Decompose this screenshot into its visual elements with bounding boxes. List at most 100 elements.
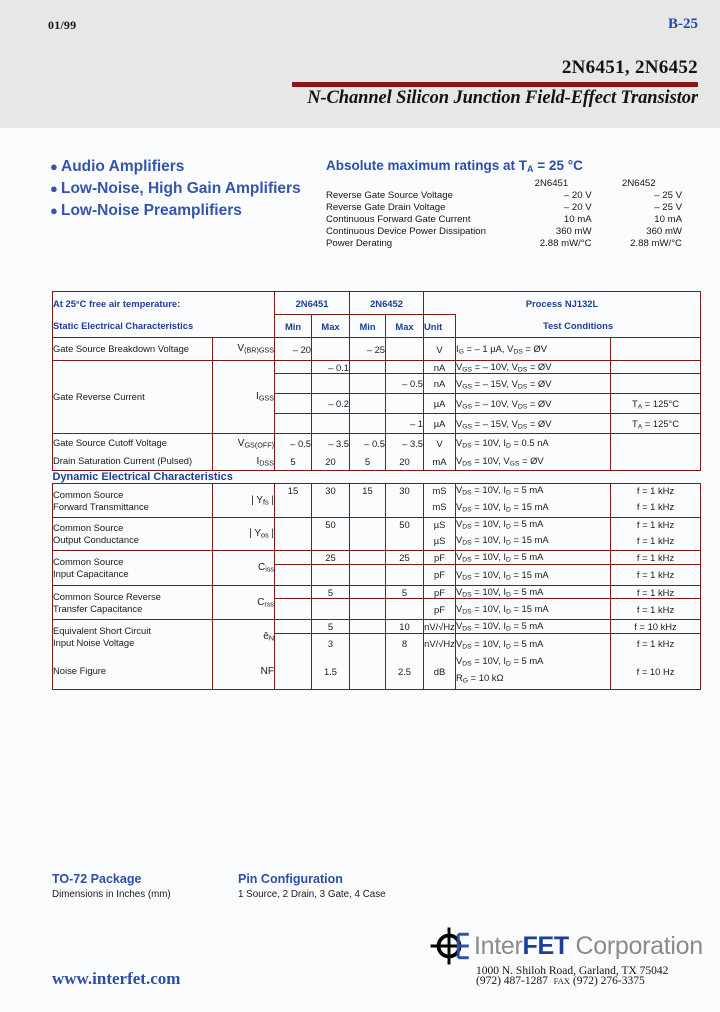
website-link[interactable]: www.interfet.com (52, 969, 181, 988)
value-b-max: 25 (385, 550, 425, 565)
value-a-min (274, 584, 313, 600)
temperature-note: At 25°C free air temperature: (51, 291, 276, 315)
frequency-condition: f = 10 kHz (610, 619, 702, 634)
parameter-name-line1: Equivalent Short Circuit (53, 625, 151, 637)
device-b-header: 2N6452 (349, 291, 425, 315)
abs-max-col-a-header: 2N6451 (534, 178, 569, 190)
value-a-min (274, 632, 313, 654)
parameter-name: Common Source Reverse Transfer Capacitan… (52, 584, 213, 621)
value-b-max: 2.5 (385, 653, 425, 690)
process-header: Process NJ132L (423, 291, 702, 315)
abs-max-value-b: 10 mA (654, 214, 682, 226)
dynamic-section-title: Dynamic Electrical Characteristics (52, 471, 233, 484)
abs-max-col-b-header: 2N6452 (622, 178, 656, 190)
unit-value: nA (423, 359, 457, 375)
company-contact: (972) 487-1287 FAX (972) 276-3375 (476, 975, 700, 987)
feature-label: Low-Noise, High Gain Amplifiers (61, 180, 301, 197)
test-condition: VGS = – 15V, VDS = ØV (455, 413, 612, 435)
parameter-name-line1: Common Source (53, 556, 124, 568)
abs-max-value-b: 2.88 mW/°C (630, 238, 682, 250)
unit-value: dB (423, 653, 457, 690)
parameter-name-line1: Common Source (53, 488, 124, 500)
spec-row: Common Source Reverse Transfer Capacitan… (52, 584, 702, 621)
value-a-min (274, 373, 313, 395)
value-a-max (311, 373, 351, 395)
value-a-min (274, 598, 313, 621)
value-b-max (385, 496, 425, 518)
abs-max-value-b: 360 mW (646, 226, 682, 238)
spec-row: Common Source Forward Transmittance | Yf… (52, 483, 702, 518)
company-name-post: Corporation (568, 931, 704, 960)
fax-label: FAX (553, 976, 570, 986)
frequency-condition: f = 1 kHz (610, 563, 702, 586)
unit-header: Unit (423, 314, 457, 338)
abs-max-value-a: 360 mW (555, 226, 592, 238)
value-a-min (274, 413, 313, 435)
value-b-max: 20 (385, 452, 425, 472)
value-a-max (311, 530, 351, 552)
frequency-condition (610, 452, 702, 472)
parameter-symbol: IGSS (211, 359, 276, 435)
value-a-min (274, 516, 313, 531)
value-b-min (349, 413, 387, 435)
spec-row: Gate Source Cutoff Voltage VGS(OFF) – 0.… (52, 433, 702, 453)
abs-max-title: Absolute maximum ratings at TA = 25 °C (326, 158, 686, 174)
test-condition: VDS = 10V, ID = 0.5 nA (455, 433, 612, 453)
value-b-max: – 0.5 (385, 373, 425, 395)
company-name-bold: FET (522, 931, 570, 960)
value-a-min (274, 563, 313, 586)
feature-item: ● Audio Amplifiers (50, 156, 310, 177)
parameter-symbol: | Yfs | (211, 483, 276, 518)
device-description: N-Channel Silicon Junction Field-Effect … (307, 88, 698, 108)
value-b-min (349, 373, 387, 395)
value-b-min: 5 (349, 452, 387, 472)
test-condition: VDS = 10V, ID = 15 mA (455, 563, 612, 586)
spec-row: 3 8 nV/√Hz VDS = 10V, ID = 5 mA f = 1 kH… (53, 632, 702, 654)
package-title: TO-72 Package (52, 872, 142, 886)
unit-value: pF (423, 598, 457, 621)
spec-row: Drain Saturation Current (Pulsed) IDSS 5… (52, 452, 702, 472)
parameter-name-line2: Input Noise Voltage (53, 637, 135, 649)
spec-row: Gate Reverse Current IGSS – 0.1 nA VGS =… (52, 359, 702, 435)
value-b-max: 10 (385, 619, 425, 634)
abs-max-label: Power Derating (326, 238, 393, 250)
test-condition: VDS = 10V, VGS = ØV (455, 452, 612, 472)
unit-value: nA (423, 373, 457, 395)
value-b-min (349, 584, 387, 600)
value-b-max (385, 563, 425, 586)
value-b-max (385, 359, 425, 375)
spec-row: Common Source Input Capacitance Ciss 25 … (52, 550, 702, 586)
value-a-max (311, 496, 351, 518)
abs-max-row: Continuous Device Power Dissipation 360 … (326, 226, 684, 238)
static-section-title: Static Electrical Characteristics (51, 314, 276, 338)
abs-max-row: Reverse Gate Source Voltage – 20 V – 25 … (326, 190, 684, 202)
abs-max-label: Reverse Gate Source Voltage (326, 190, 453, 202)
value-a-max: 5 (311, 584, 351, 600)
abs-max-label: Reverse Gate Drain Voltage (326, 202, 446, 214)
page-number: B-25 (668, 16, 698, 32)
frequency-condition: f = 10 Hz (610, 653, 702, 690)
package-subtitle: Dimensions in Inches (mm) (52, 889, 171, 900)
feature-item: ● Low-Noise, High Gain Amplifiers (50, 178, 310, 199)
company-name: InterFET Corporation (474, 932, 703, 961)
value-a-min: – 20 (274, 337, 313, 361)
abs-max-row: Reverse Gate Drain Voltage – 20 V – 25 V (326, 202, 684, 214)
header-band (0, 0, 720, 128)
value-b-min (349, 496, 387, 518)
frequency-condition (610, 337, 702, 361)
value-b-min (349, 632, 387, 654)
value-a-max: 50 (311, 516, 351, 531)
value-b-min (349, 563, 387, 586)
frequency-condition: f = 1 kHz (610, 584, 702, 600)
unit-value: pF (423, 550, 457, 565)
unit-value: µA (423, 393, 457, 415)
company-phone: (972) 487-1287 (476, 975, 548, 987)
value-b-min: 15 (349, 483, 387, 497)
feature-item: ● Low-Noise Preamplifiers (50, 200, 310, 221)
value-a-min (274, 530, 313, 552)
value-a-min: 5 (274, 452, 313, 472)
test-condition: VDS = 10V, ID = 15 mA (455, 530, 612, 552)
value-b-max (385, 393, 425, 415)
spec-row: pF VDS = 10V, ID = 15 mA f = 1 kHz (53, 563, 702, 586)
